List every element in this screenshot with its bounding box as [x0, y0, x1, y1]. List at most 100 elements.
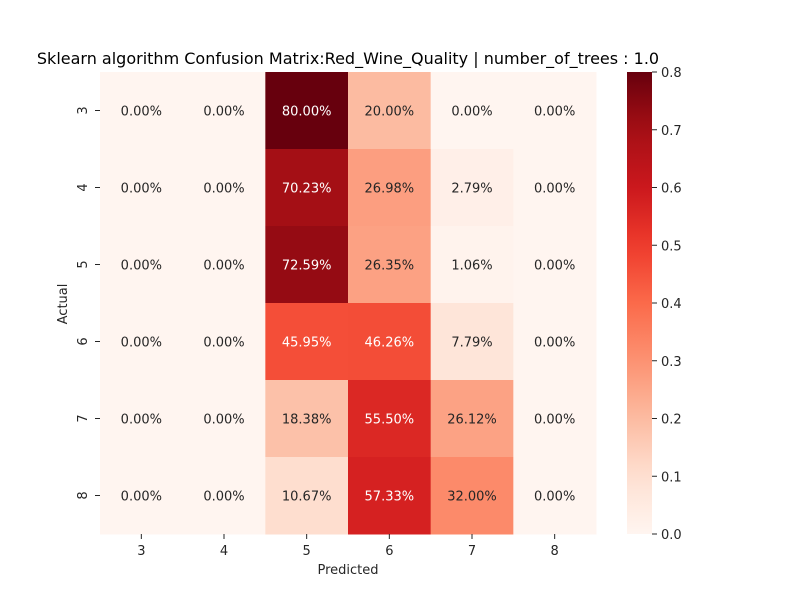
- heatmap-cell: [100, 149, 184, 227]
- chart-title: Sklearn algorithm Confusion Matrix:Red_W…: [37, 49, 659, 69]
- heatmap-cells: 0.00% 0.00% 80.00% 20.00% 0.00% 0.00% 0.00% 0.0…: [100, 72, 597, 535]
- heatmap-cell: [348, 303, 432, 381]
- colorbar-tick-label: 0.1: [661, 470, 682, 485]
- colorbar-tick-label: 0.2: [661, 413, 682, 428]
- cell-value-label: 0.00%: [534, 259, 575, 274]
- heatmap-cell: [348, 457, 432, 535]
- x-axis-label: Predicted: [317, 563, 378, 578]
- colorbar-tick-label: 0.4: [661, 297, 682, 312]
- cell-value-label: 0.00%: [534, 336, 575, 351]
- cell-value-label: 0.00%: [203, 259, 244, 274]
- x-tick-label: 4: [220, 544, 228, 559]
- y-tick-label: 7: [76, 414, 91, 422]
- x-tick-label: 5: [303, 544, 311, 559]
- heatmap-cell: [265, 149, 349, 227]
- cell-value-label: 0.00%: [203, 182, 244, 197]
- heatmap-cell: [182, 72, 266, 150]
- y-axis-ticks: 3 4 5 6 7 8: [76, 106, 100, 500]
- cell-value-label: 0.00%: [534, 182, 575, 197]
- heatmap-cell: [430, 457, 514, 535]
- cell-value-label: 0.00%: [203, 336, 244, 351]
- y-tick-label: 5: [76, 260, 91, 268]
- heatmap-cell: [430, 72, 514, 150]
- heatmap-cell: [182, 149, 266, 227]
- heatmap-cell: [430, 380, 514, 458]
- heatmap-cell: [100, 226, 184, 304]
- heatmap-cell: [100, 380, 184, 458]
- cell-value-label: 18.38%: [282, 413, 332, 428]
- cell-value-label: 32.00%: [447, 490, 497, 505]
- cell-value-label: 0.00%: [121, 490, 162, 505]
- colorbar-tick-label: 0.0: [661, 528, 682, 543]
- cell-value-label: 0.00%: [451, 105, 492, 120]
- cell-value-label: 0.00%: [121, 259, 162, 274]
- cell-value-label: 57.33%: [365, 490, 415, 505]
- heatmap-cell: [430, 149, 514, 227]
- heatmap-cell: [265, 457, 349, 535]
- colorbar-gradient: [627, 72, 652, 534]
- x-axis-ticks: 3 4 5 6 7 8: [137, 534, 559, 559]
- cell-value-label: 20.00%: [365, 105, 415, 120]
- heatmap-cell: [513, 226, 597, 304]
- heatmap-cell: [430, 303, 514, 381]
- heatmap-cell: [182, 226, 266, 304]
- colorbar: 0.0 0.1 0.2 0.3 0.4 0.5 0.6 0.7 0.8: [627, 66, 682, 543]
- cell-value-label: 0.00%: [534, 105, 575, 120]
- heatmap-cell: [513, 303, 597, 381]
- heatmap-cell: [348, 226, 432, 304]
- cell-value-label: 70.23%: [282, 182, 332, 197]
- cell-value-label: 46.26%: [365, 336, 415, 351]
- colorbar-tick-label: 0.8: [661, 66, 682, 81]
- y-tick-label: 8: [76, 491, 91, 499]
- x-tick-label: 3: [137, 544, 145, 559]
- cell-value-label: 26.35%: [365, 259, 415, 274]
- colorbar-tick-label: 0.6: [661, 182, 682, 197]
- colorbar-tick-label: 0.5: [661, 239, 682, 254]
- heatmap-cell: [182, 457, 266, 535]
- x-tick-label: 7: [468, 544, 476, 559]
- heatmap-cell: [100, 457, 184, 535]
- cell-value-label: 0.00%: [203, 413, 244, 428]
- cell-value-label: 10.67%: [282, 490, 332, 505]
- cell-value-label: 0.00%: [121, 105, 162, 120]
- heatmap-cell: [513, 380, 597, 458]
- cell-value-label: 26.98%: [365, 182, 415, 197]
- heatmap-cell: [513, 72, 597, 150]
- cell-value-label: 0.00%: [121, 182, 162, 197]
- heatmap-cell: [100, 303, 184, 381]
- colorbar-tick-label: 0.3: [661, 355, 682, 370]
- heatmap-cell: [348, 380, 432, 458]
- heatmap-cell: [182, 380, 266, 458]
- heatmap-cell: [513, 149, 597, 227]
- heatmap-cell: [265, 226, 349, 304]
- cell-value-label: 2.79%: [451, 182, 492, 197]
- cell-value-label: 0.00%: [203, 490, 244, 505]
- heatmap-cell: [430, 226, 514, 304]
- cell-value-label: 0.00%: [121, 336, 162, 351]
- y-tick-label: 6: [76, 337, 91, 345]
- cell-value-label: 72.59%: [282, 259, 332, 274]
- heatmap-cell: [348, 72, 432, 150]
- heatmap-cell: [265, 380, 349, 458]
- cell-value-label: 26.12%: [447, 413, 497, 428]
- heatmap-cell: [100, 72, 184, 150]
- cell-value-label: 45.95%: [282, 336, 332, 351]
- cell-value-label: 0.00%: [534, 413, 575, 428]
- colorbar-tick-label: 0.7: [661, 124, 682, 139]
- cell-value-label: 0.00%: [121, 413, 162, 428]
- x-tick-label: 6: [385, 544, 393, 559]
- cell-value-label: 7.79%: [451, 336, 492, 351]
- cell-value-label: 0.00%: [534, 490, 575, 505]
- y-tick-label: 4: [76, 183, 91, 191]
- x-tick-label: 8: [551, 544, 559, 559]
- cell-value-label: 55.50%: [365, 413, 415, 428]
- y-tick-label: 3: [76, 106, 91, 114]
- y-axis-label: Actual: [56, 284, 71, 325]
- heatmap-cell: [348, 149, 432, 227]
- cell-value-label: 80.00%: [282, 105, 332, 120]
- heatmap-cell: [265, 303, 349, 381]
- cell-value-label: 0.00%: [203, 105, 244, 120]
- heatmap-cell: [513, 457, 597, 535]
- cell-value-label: 1.06%: [451, 259, 492, 274]
